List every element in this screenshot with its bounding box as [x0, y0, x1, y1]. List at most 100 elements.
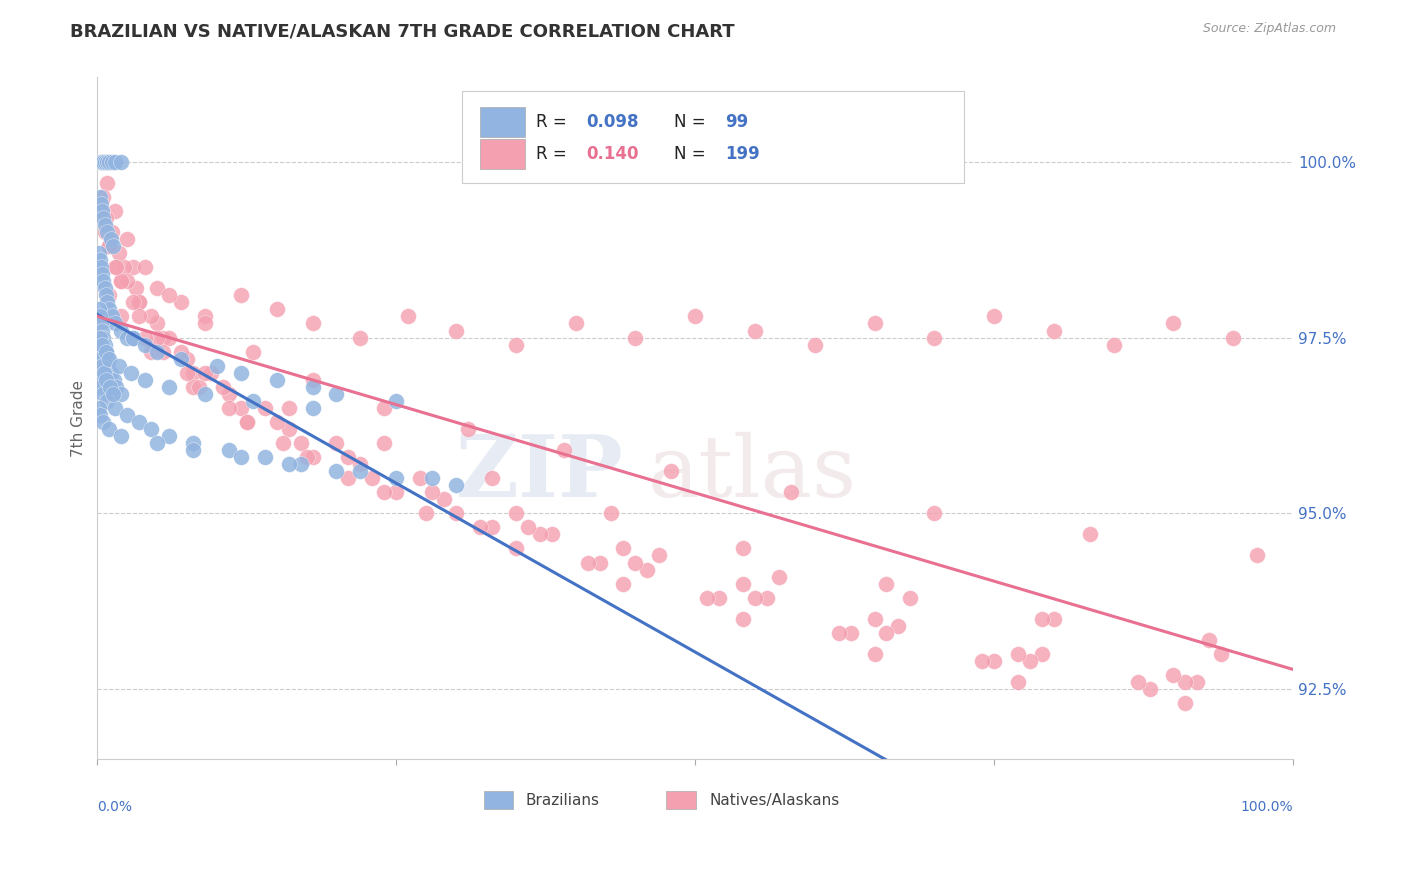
Point: [146, 317, 169, 331]
Point: [128, 310, 150, 324]
Text: atlas: atlas: [647, 432, 856, 515]
Point: [290, 457, 312, 471]
Point: [696, 591, 718, 605]
Point: [373, 436, 395, 450]
Point: [134, 373, 156, 387]
Point: [89, 253, 111, 268]
Point: [115, 274, 138, 288]
Point: [887, 619, 910, 633]
Point: [457, 422, 479, 436]
Point: [385, 393, 408, 408]
Point: [96, 176, 118, 190]
Point: [90, 359, 112, 373]
Point: [420, 485, 443, 500]
Point: [181, 443, 204, 458]
Point: [170, 344, 193, 359]
Point: [110, 310, 132, 324]
Point: [1174, 675, 1197, 690]
Point: [122, 330, 145, 344]
Point: [983, 310, 1005, 324]
Point: [101, 386, 124, 401]
Point: [93, 218, 115, 232]
Point: [194, 366, 217, 380]
Point: [396, 310, 419, 324]
Point: [755, 591, 778, 605]
Point: [181, 436, 204, 450]
Point: [301, 380, 323, 394]
Point: [93, 281, 115, 295]
Point: [87, 302, 110, 317]
Point: [91, 324, 114, 338]
Point: [98, 239, 121, 253]
Text: 0.140: 0.140: [586, 145, 638, 163]
Point: [194, 310, 217, 324]
Point: [218, 443, 240, 458]
Point: [90, 154, 112, 169]
Point: [516, 520, 538, 534]
Point: [505, 541, 527, 556]
Point: [115, 408, 138, 422]
Point: [468, 520, 491, 534]
Point: [588, 556, 610, 570]
Point: [128, 415, 150, 429]
Point: [253, 401, 276, 415]
Point: [91, 211, 114, 225]
Point: [863, 647, 886, 661]
Point: [141, 310, 163, 324]
Point: [1031, 647, 1053, 661]
Point: [146, 330, 169, 344]
Point: [744, 591, 766, 605]
Point: [1163, 668, 1185, 682]
Point: [98, 422, 121, 436]
Point: [1126, 675, 1149, 690]
Point: [96, 393, 118, 408]
Point: [553, 443, 575, 458]
Point: [337, 450, 360, 464]
Point: [301, 401, 323, 415]
Point: [89, 408, 111, 422]
Point: [93, 225, 115, 239]
Point: [91, 267, 114, 281]
Y-axis label: 7th Grade: 7th Grade: [72, 380, 86, 457]
Point: [229, 288, 252, 302]
Point: [540, 527, 562, 541]
Point: [110, 154, 132, 169]
Point: [863, 612, 886, 626]
Point: [295, 450, 318, 464]
Point: [104, 317, 127, 331]
Point: [122, 295, 145, 310]
Point: [152, 330, 174, 344]
Point: [93, 337, 115, 351]
Point: [1198, 632, 1220, 647]
Point: [385, 471, 408, 485]
Point: [91, 204, 114, 219]
Point: [146, 344, 169, 359]
Point: [96, 154, 118, 169]
Point: [110, 386, 132, 401]
Point: [122, 330, 145, 344]
Point: [277, 422, 299, 436]
Point: [624, 556, 647, 570]
Point: [105, 260, 128, 275]
Point: [108, 359, 131, 373]
Point: [194, 386, 217, 401]
Point: [96, 295, 118, 310]
Point: [898, 591, 921, 605]
Point: [444, 324, 467, 338]
Point: [1007, 647, 1029, 661]
Point: [242, 393, 264, 408]
Point: [242, 344, 264, 359]
Point: [176, 366, 198, 380]
Point: [505, 337, 527, 351]
Point: [141, 422, 163, 436]
Point: [90, 197, 112, 211]
Point: [731, 612, 754, 626]
Point: [170, 295, 193, 310]
Point: [266, 415, 288, 429]
Point: [134, 337, 156, 351]
Point: [266, 302, 288, 317]
Point: [104, 154, 127, 169]
Point: [98, 288, 121, 302]
Text: 0.0%: 0.0%: [97, 800, 132, 814]
Text: Natives/Alaskans: Natives/Alaskans: [710, 793, 839, 808]
